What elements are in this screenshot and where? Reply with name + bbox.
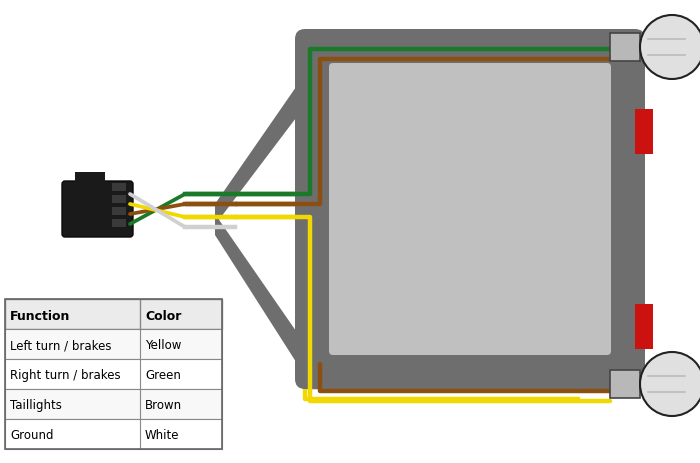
FancyBboxPatch shape	[62, 181, 133, 238]
Bar	[5, 300, 222, 329]
Text: Yellow: Yellow	[145, 339, 181, 352]
Text: Left turn / brakes: Left turn / brakes	[10, 339, 111, 352]
Bar	[112, 184, 126, 192]
Bar	[635, 110, 653, 155]
Bar	[5, 359, 222, 389]
Bar	[112, 207, 126, 216]
Circle shape	[640, 352, 700, 416]
Bar	[5, 300, 222, 449]
Bar	[610, 370, 640, 398]
Text: Right turn / brakes: Right turn / brakes	[10, 369, 120, 382]
Circle shape	[640, 16, 700, 80]
FancyBboxPatch shape	[329, 64, 611, 355]
Bar	[610, 34, 640, 62]
FancyBboxPatch shape	[295, 30, 645, 389]
Text: Ground: Ground	[10, 429, 53, 442]
Bar	[75, 173, 105, 185]
Bar	[635, 304, 653, 349]
Text: Green: Green	[145, 369, 181, 382]
Bar	[5, 419, 222, 449]
Bar	[5, 389, 222, 419]
Bar	[5, 329, 222, 359]
Text: Color: Color	[145, 309, 181, 322]
Bar	[112, 219, 126, 227]
Text: White: White	[145, 429, 179, 442]
Bar	[112, 195, 126, 204]
Polygon shape	[215, 75, 305, 225]
Text: Brown: Brown	[145, 399, 182, 412]
Text: Function: Function	[10, 309, 71, 322]
Polygon shape	[215, 214, 305, 376]
Text: Taillights: Taillights	[10, 399, 62, 412]
